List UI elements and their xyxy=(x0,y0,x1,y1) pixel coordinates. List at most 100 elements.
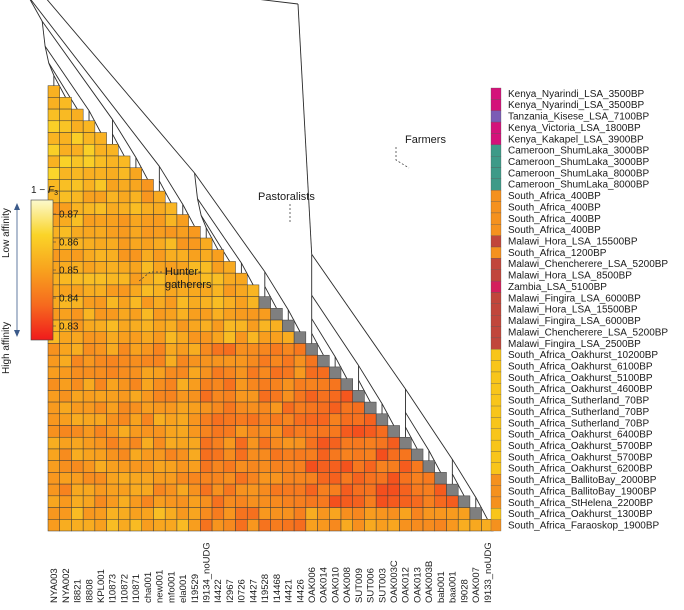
heatmap-cell xyxy=(352,436,365,450)
heatmap-cell xyxy=(235,296,248,309)
dendrogram-branch xyxy=(197,198,242,264)
column-label: OAK010 xyxy=(330,567,341,603)
row-group-swatch xyxy=(490,155,502,168)
row-label: South_Africa_Sutherland_70BP xyxy=(508,407,650,418)
row-label: Malawi_Chencherere_LSA_5200BP xyxy=(508,259,668,270)
heatmap-cell xyxy=(293,354,307,368)
heatmap-cell xyxy=(293,401,307,415)
heatmap-cell xyxy=(47,343,60,356)
heatmap-cell xyxy=(317,436,330,450)
heatmap-cell xyxy=(188,296,201,309)
heatmap-cell xyxy=(94,507,107,520)
heatmap-cell xyxy=(129,202,143,215)
heatmap-cell xyxy=(188,343,201,356)
heatmap-cell xyxy=(82,331,96,344)
dendrogram-branch xyxy=(194,172,266,273)
column-label: I0726 xyxy=(237,579,248,603)
heatmap-cell xyxy=(94,272,107,286)
heatmap-cell xyxy=(305,413,318,426)
heatmap-cell xyxy=(223,308,236,321)
column-label: bab001 xyxy=(436,571,447,603)
heatmap-cell xyxy=(106,155,119,168)
heatmap-cell xyxy=(282,390,295,403)
row-group-swatch xyxy=(490,451,502,463)
heatmap-cell xyxy=(246,519,260,532)
row-group-swatch xyxy=(490,360,502,373)
heatmap-cell xyxy=(106,343,119,356)
dendrogram xyxy=(29,0,488,520)
heatmap-cell xyxy=(94,319,107,333)
heatmap-cell xyxy=(446,519,459,532)
heatmap-cell xyxy=(94,472,107,485)
heatmap-cell xyxy=(118,413,131,426)
heatmap-cell xyxy=(258,319,271,333)
heatmap-cell xyxy=(293,460,307,473)
heatmap-cell xyxy=(71,308,84,321)
heatmap-cell xyxy=(246,378,260,391)
row-label: South_Africa_StHelena_2200BP xyxy=(508,498,653,509)
heatmap-cell xyxy=(270,401,283,415)
heatmap-cell xyxy=(387,448,400,461)
heatmap-cell xyxy=(129,272,143,286)
heatmap-cell xyxy=(106,167,119,180)
heatmap-cell xyxy=(129,296,143,309)
heatmap-cell xyxy=(246,472,260,485)
column-label: I9028 xyxy=(459,579,470,603)
heatmap-cell xyxy=(82,436,96,450)
heatmap-cell xyxy=(59,155,72,168)
heatmap-cell xyxy=(352,413,365,426)
heatmap-cell xyxy=(106,226,119,239)
heatmap-cell xyxy=(258,425,271,438)
heatmap-cell xyxy=(153,483,166,497)
heatmap-cell xyxy=(118,202,131,215)
heatmap-cell xyxy=(71,495,84,508)
heatmap-cell xyxy=(317,401,330,415)
dendrogram-branch xyxy=(41,20,113,120)
heatmap-cell xyxy=(82,249,96,262)
heatmap-cell xyxy=(118,390,131,403)
diagonal-cell xyxy=(71,108,84,122)
heatmap-cell xyxy=(258,308,271,321)
diagonal-cell xyxy=(446,483,459,497)
row-labels: Kenya_Nyarindi_LSA_3500BPKenya_Nyarindi_… xyxy=(508,89,668,532)
heatmap-cell xyxy=(129,401,143,415)
heatmap-cell xyxy=(317,390,330,403)
heatmap-cell xyxy=(118,226,131,239)
heatmap-cell xyxy=(118,308,131,321)
heatmap-cell xyxy=(94,366,107,379)
heatmap-cell xyxy=(317,507,330,520)
heatmap-cell xyxy=(129,343,143,356)
heatmap-cell xyxy=(317,519,330,532)
column-label: I4422 xyxy=(213,579,224,603)
diagonal-cell xyxy=(176,214,189,227)
heatmap-cell xyxy=(176,308,189,321)
row-label: South_Africa_Oakhurst_1300BP xyxy=(508,509,653,520)
heatmap-cell xyxy=(176,319,189,333)
heatmap-cell xyxy=(106,237,119,250)
heatmap-cell xyxy=(211,319,225,333)
row-group-swatch xyxy=(490,87,502,100)
heatmap-cell xyxy=(188,460,201,473)
heatmap-cell xyxy=(340,483,353,497)
heatmap-cell xyxy=(340,519,353,532)
heatmap-cell xyxy=(71,507,84,520)
heatmap-cell xyxy=(82,190,96,204)
heatmap-cell xyxy=(387,472,400,485)
farmers-leader xyxy=(395,147,410,169)
diagonal-cell xyxy=(211,249,225,262)
heatmap-cell xyxy=(352,425,365,438)
heatmap-cell xyxy=(153,519,166,532)
heatmap-cell xyxy=(71,132,84,145)
heatmap-cell xyxy=(71,483,84,497)
heatmap-cell xyxy=(118,296,131,309)
heatmap-cell xyxy=(411,483,424,497)
heatmap-cell xyxy=(223,413,236,426)
heatmap-cell xyxy=(141,308,154,321)
heatmap-cell xyxy=(176,366,189,379)
heatmap-cell xyxy=(59,308,72,321)
heatmap-cell xyxy=(188,472,201,485)
heatmap-cell xyxy=(82,425,96,438)
heatmap-cell xyxy=(223,436,236,450)
heatmap-cell xyxy=(164,507,178,520)
diagonal-cell xyxy=(200,237,213,250)
